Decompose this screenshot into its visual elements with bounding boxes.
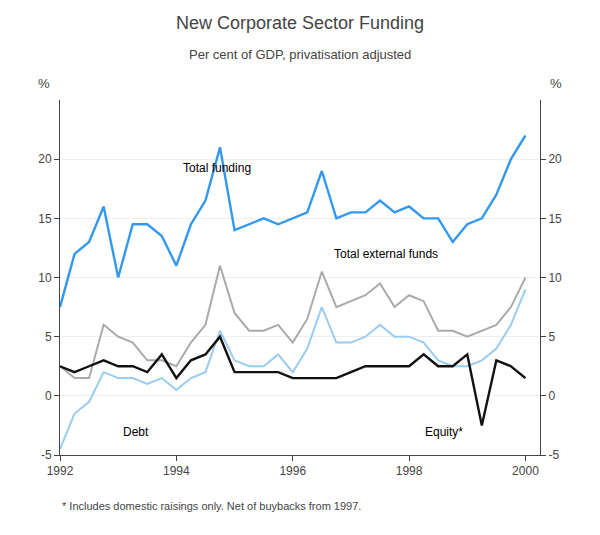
svg-text:-5: -5 [548, 448, 559, 462]
svg-text:5: 5 [45, 330, 52, 344]
svg-text:1994: 1994 [163, 464, 190, 478]
svg-text:Equity*: Equity* [425, 425, 463, 439]
svg-text:10: 10 [548, 271, 562, 285]
svg-text:%: % [38, 76, 50, 91]
svg-text:Total external funds: Total external funds [334, 247, 438, 261]
svg-text:1998: 1998 [396, 464, 423, 478]
svg-text:20: 20 [38, 152, 52, 166]
svg-text:* Includes domestic raisings o: * Includes domestic raisings only. Net o… [62, 500, 361, 512]
svg-text:15: 15 [548, 212, 562, 226]
svg-text:Per cent of GDP, privatisation: Per cent of GDP, privatisation adjusted [189, 47, 411, 62]
svg-text:%: % [550, 76, 562, 91]
svg-text:20: 20 [548, 152, 562, 166]
svg-text:10: 10 [38, 271, 52, 285]
svg-text:0: 0 [548, 389, 555, 403]
svg-text:15: 15 [38, 212, 52, 226]
svg-text:1992: 1992 [47, 464, 74, 478]
svg-text:0: 0 [45, 389, 52, 403]
svg-text:1996: 1996 [279, 464, 306, 478]
svg-text:5: 5 [548, 330, 555, 344]
svg-text:-5: -5 [41, 448, 52, 462]
svg-text:New Corporate Sector Funding: New Corporate Sector Funding [176, 13, 424, 33]
svg-text:Total funding: Total funding [183, 161, 251, 175]
svg-text:2000: 2000 [512, 464, 539, 478]
svg-text:Debt: Debt [123, 425, 149, 439]
